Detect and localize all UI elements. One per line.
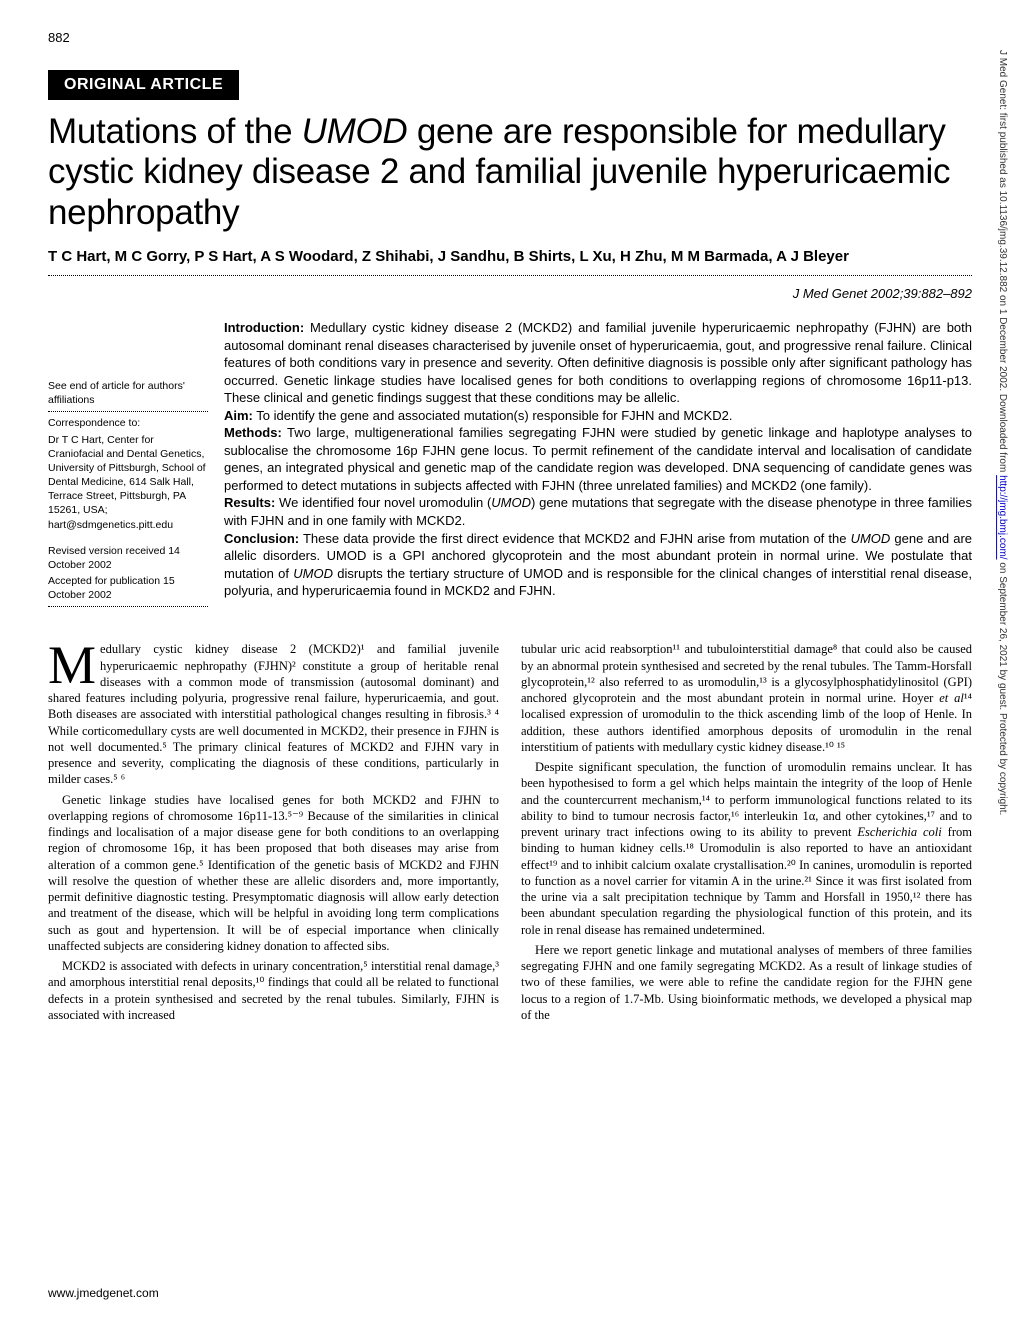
body-p6: Here we report genetic linkage and mutat…	[521, 942, 972, 1023]
p4-pre: tubular uric acid reabsorption¹¹ and tub…	[521, 642, 972, 705]
conclusion-gene2: UMOD	[293, 566, 333, 581]
date-revised: Revised version received 14 October 2002	[48, 544, 208, 572]
page-number: 882	[48, 30, 70, 45]
correspondence-label: Correspondence to:	[48, 416, 208, 430]
results-gene: UMOD	[491, 495, 531, 510]
sidebar-post: on September 26, 2021 by guest. Protecte…	[997, 560, 1008, 816]
body-p1: Medullary cystic kidney disease 2 (MCKD2…	[48, 641, 499, 787]
p5-post: from binding to human kidney cells.¹⁸ Ur…	[521, 825, 972, 937]
article-title: Mutations of the UMOD gene are responsib…	[48, 112, 972, 233]
intro-text: Medullary cystic kidney disease 2 (MCKD2…	[224, 320, 972, 405]
aim-text: To identify the gene and associated muta…	[253, 408, 733, 423]
body-p4: tubular uric acid reabsorption¹¹ and tub…	[521, 641, 972, 755]
aim-label: Aim:	[224, 408, 253, 423]
journal-citation: J Med Genet 2002;39:882–892	[48, 286, 972, 301]
dots-1	[48, 411, 208, 412]
sidebar-link[interactable]: http://jmg.bmj.com/	[997, 475, 1008, 559]
conclusion-label: Conclusion:	[224, 531, 299, 546]
date-accepted: Accepted for publication 15 October 2002	[48, 574, 208, 602]
abstract-section: See end of article for authors' affiliat…	[48, 319, 972, 611]
divider-top	[48, 275, 972, 276]
dots-2	[48, 606, 208, 607]
correspondence-body: Dr T C Hart, Center for Craniofacial and…	[48, 433, 208, 532]
title-gene: UMOD	[302, 112, 408, 151]
p4-etal: et al	[939, 691, 964, 705]
copyright-sidebar: J Med Genet: first published as 10.1136/…	[997, 50, 1008, 1250]
correspondence-box: See end of article for authors' affiliat…	[48, 319, 208, 611]
p1-text: edullary cystic kidney disease 2 (MCKD2)…	[48, 642, 499, 786]
methods-text: Two large, multigenerational families se…	[224, 425, 972, 493]
article-type-badge: ORIGINAL ARTICLE	[48, 70, 239, 100]
conclusion-post: disrupts the tertiary structure of UMOD …	[224, 566, 972, 599]
intro-label: Introduction:	[224, 320, 304, 335]
dropcap-m: M	[48, 641, 100, 687]
body-p5: Despite significant speculation, the fun…	[521, 759, 972, 938]
results-pre: We identified four novel uromodulin (	[275, 495, 491, 510]
abstract-text: Introduction: Medullary cystic kidney di…	[224, 319, 972, 611]
conclusion-pre: These data provide the first direct evid…	[299, 531, 850, 546]
results-label: Results:	[224, 495, 275, 510]
affiliations-note: See end of article for authors' affiliat…	[48, 379, 208, 407]
p5-ecoli: Escherichia coli	[857, 825, 941, 839]
body-p2: Genetic linkage studies have localised g…	[48, 792, 499, 955]
title-pre: Mutations of the	[48, 112, 302, 151]
footer-url: www.jmedgenet.com	[48, 1286, 159, 1300]
body-p3: MCKD2 is associated with defects in urin…	[48, 958, 499, 1023]
article-body: Medullary cystic kidney disease 2 (MCKD2…	[48, 641, 972, 1027]
methods-label: Methods:	[224, 425, 282, 440]
conclusion-gene1: UMOD	[851, 531, 891, 546]
author-list: T C Hart, M C Gorry, P S Hart, A S Wooda…	[48, 247, 972, 267]
sidebar-pre: J Med Genet: first published as 10.1136/…	[997, 50, 1008, 475]
